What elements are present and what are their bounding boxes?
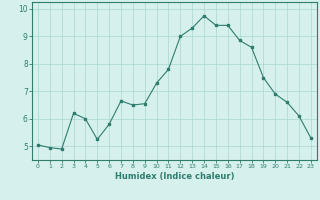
X-axis label: Humidex (Indice chaleur): Humidex (Indice chaleur): [115, 172, 234, 181]
